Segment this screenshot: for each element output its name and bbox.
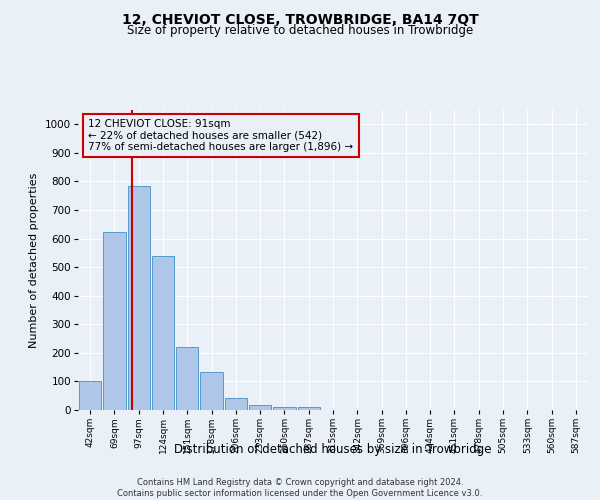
Bar bbox=[249, 405, 271, 410]
Text: Size of property relative to detached houses in Trowbridge: Size of property relative to detached ho… bbox=[127, 24, 473, 37]
Text: 12, CHEVIOT CLOSE, TROWBRIDGE, BA14 7QT: 12, CHEVIOT CLOSE, TROWBRIDGE, BA14 7QT bbox=[122, 12, 478, 26]
Bar bbox=[200, 372, 223, 410]
Y-axis label: Number of detached properties: Number of detached properties bbox=[29, 172, 40, 348]
Bar bbox=[79, 380, 101, 410]
Bar bbox=[176, 346, 199, 410]
Text: 12 CHEVIOT CLOSE: 91sqm
← 22% of detached houses are smaller (542)
77% of semi-d: 12 CHEVIOT CLOSE: 91sqm ← 22% of detache… bbox=[88, 119, 353, 152]
Bar bbox=[298, 406, 320, 410]
Text: Distribution of detached houses by size in Trowbridge: Distribution of detached houses by size … bbox=[174, 442, 492, 456]
Bar bbox=[128, 186, 150, 410]
Bar bbox=[103, 232, 125, 410]
Text: Contains HM Land Registry data © Crown copyright and database right 2024.
Contai: Contains HM Land Registry data © Crown c… bbox=[118, 478, 482, 498]
Bar bbox=[224, 398, 247, 410]
Bar bbox=[152, 256, 174, 410]
Bar bbox=[273, 407, 296, 410]
